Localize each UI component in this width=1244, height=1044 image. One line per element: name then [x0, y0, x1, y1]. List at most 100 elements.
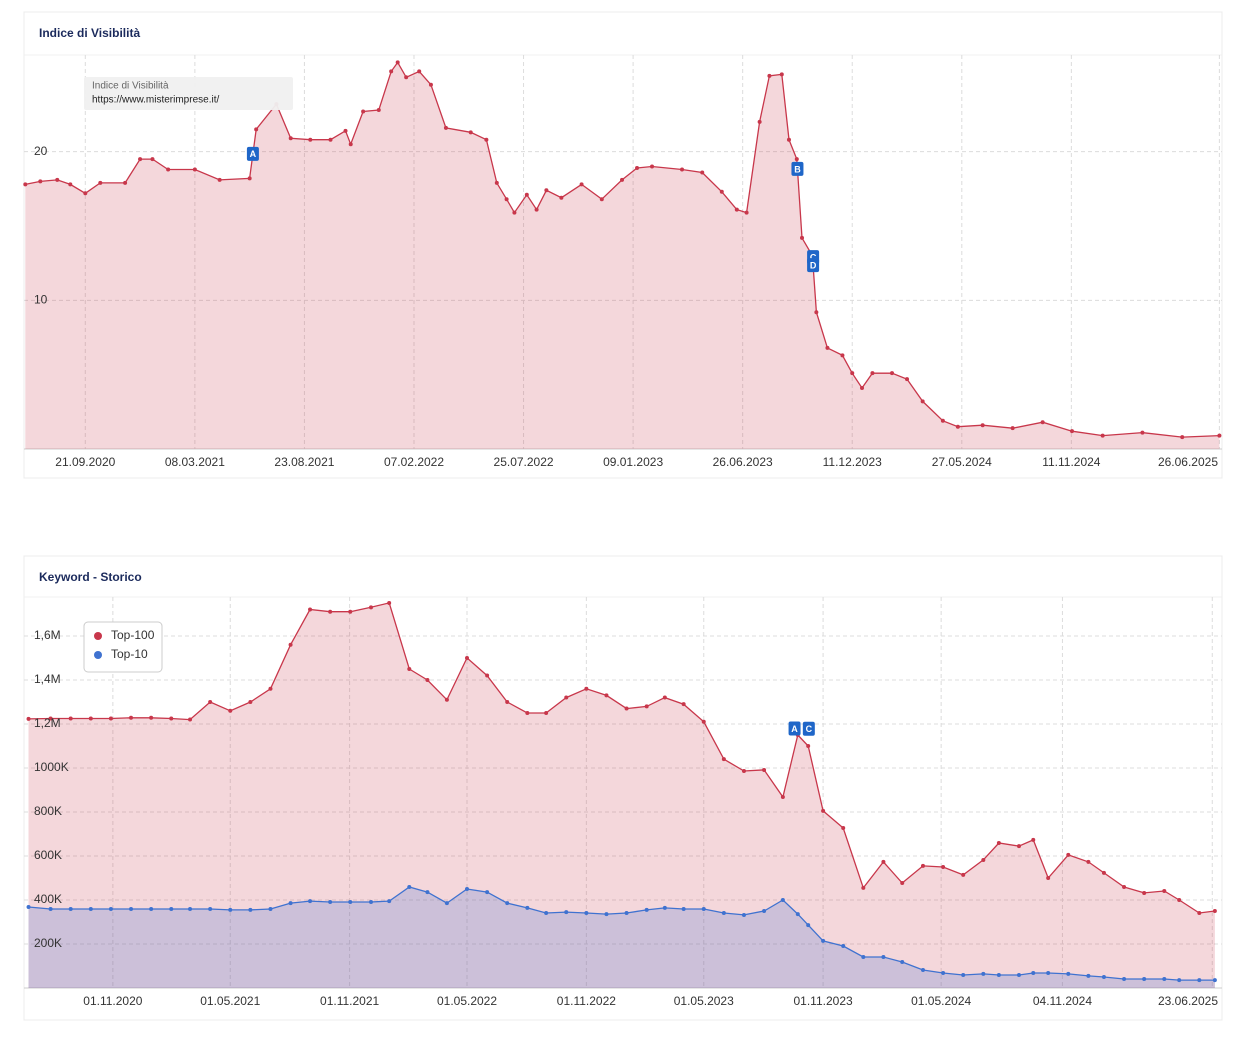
point — [149, 907, 154, 912]
point — [800, 235, 805, 240]
chart-title: Keyword - Storico — [39, 570, 142, 584]
tooltip-url: https://www.misterimprese.it/ — [92, 95, 219, 106]
point — [1180, 435, 1185, 440]
point — [1162, 888, 1167, 893]
annotation-marker — [807, 258, 820, 273]
point — [825, 345, 830, 350]
y-tick-label: 1,4M — [34, 672, 61, 686]
tooltip-title: Indice di Visibilità — [92, 81, 169, 92]
point — [564, 910, 569, 915]
point — [624, 706, 629, 711]
point — [1070, 429, 1075, 434]
point — [1140, 430, 1145, 435]
tooltip — [84, 77, 293, 110]
y-tick-label: 1,2M — [34, 716, 61, 730]
point — [308, 607, 313, 612]
x-tick-label: 26.06.2023 — [713, 455, 773, 469]
point — [1046, 875, 1051, 880]
point — [814, 310, 819, 315]
point — [767, 73, 772, 78]
point — [900, 960, 905, 965]
point — [369, 899, 374, 904]
point — [83, 191, 88, 196]
x-tick-label: 01.05.2024 — [911, 994, 971, 1008]
x-tick-label: 01.05.2021 — [200, 994, 260, 1008]
point — [662, 695, 667, 700]
point — [247, 176, 252, 181]
point — [1086, 973, 1091, 978]
point — [795, 912, 800, 917]
point — [169, 907, 174, 912]
point — [762, 767, 767, 772]
point — [584, 910, 589, 915]
point — [821, 938, 826, 943]
point — [395, 60, 400, 65]
point — [1040, 420, 1045, 425]
point — [288, 642, 293, 647]
y-tick-label: 1000K — [34, 760, 69, 774]
y-tick-label: 200K — [34, 936, 62, 950]
x-tick-label: 01.11.2021 — [320, 994, 379, 1008]
point — [387, 600, 392, 605]
point — [407, 666, 412, 671]
point — [38, 179, 43, 184]
point — [1031, 837, 1036, 842]
point — [780, 897, 785, 902]
point — [1217, 433, 1222, 438]
legend-swatch — [94, 632, 102, 640]
x-tick-label: 04.11.2024 — [1033, 994, 1092, 1008]
x-tick-label: 01.11.2023 — [794, 994, 853, 1008]
point — [757, 119, 762, 124]
area — [28, 602, 1215, 988]
point — [559, 195, 564, 200]
point — [98, 180, 103, 185]
point — [348, 142, 353, 147]
panel — [23, 555, 1223, 1021]
point — [248, 699, 253, 704]
legend-label: Top-10 — [111, 647, 148, 661]
point — [841, 826, 846, 831]
point — [821, 808, 826, 813]
point — [861, 954, 866, 959]
point — [149, 715, 154, 720]
point — [166, 167, 171, 172]
point — [544, 710, 549, 715]
area — [25, 62, 1220, 450]
point — [701, 907, 706, 912]
point — [108, 907, 113, 912]
point — [150, 157, 155, 162]
point — [248, 907, 253, 912]
x-tick-label: 01.05.2022 — [437, 994, 497, 1008]
annotation-marker — [791, 161, 804, 176]
point — [534, 207, 539, 212]
point — [604, 912, 609, 917]
point — [129, 907, 134, 912]
point — [468, 130, 473, 135]
legend — [83, 621, 163, 673]
point — [443, 125, 448, 130]
point — [268, 686, 273, 691]
point — [1016, 973, 1021, 978]
point — [620, 177, 625, 182]
annotation-label: C — [810, 253, 817, 263]
point — [428, 82, 433, 87]
point — [525, 905, 530, 910]
point — [940, 418, 945, 423]
area — [28, 887, 1215, 988]
annotation-label: A — [250, 149, 257, 159]
point — [1177, 897, 1182, 902]
point — [268, 907, 273, 912]
point — [208, 907, 213, 912]
point — [444, 697, 449, 702]
point — [1197, 978, 1202, 983]
point — [681, 702, 686, 707]
y-tick-label: 10 — [34, 292, 48, 306]
point — [1101, 870, 1106, 875]
point — [348, 609, 353, 614]
point — [1162, 976, 1167, 981]
point — [900, 881, 905, 886]
point — [254, 127, 259, 132]
point — [719, 189, 724, 194]
x-tick-label: 08.03.2021 — [165, 455, 225, 469]
